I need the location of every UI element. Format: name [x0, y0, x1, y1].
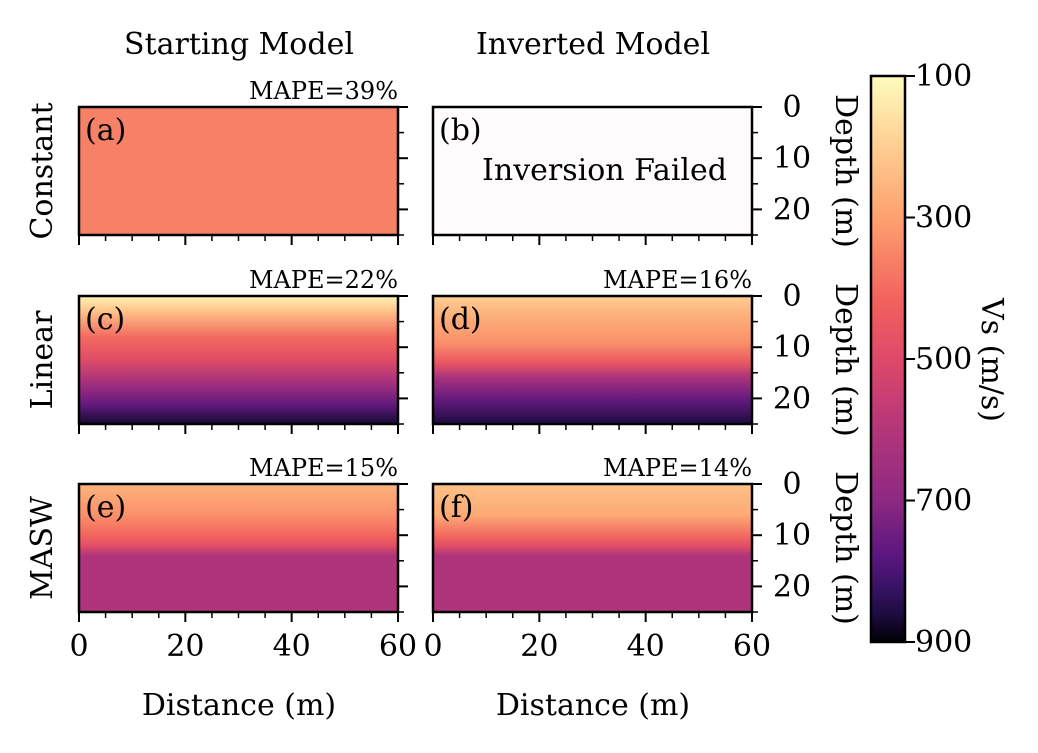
x-axis-title-left: Distance (m): [142, 688, 336, 723]
depth-axis-title-row3: Depth (m): [828, 471, 863, 625]
x-tick-label: 20: [166, 629, 204, 664]
panels-layer: (a) MAPE=39% (b)Inversion Failed 0 10 20 (c) MA…: [69, 77, 811, 664]
colorbar-tick-label: 300: [915, 201, 972, 236]
panel-tag-d: (d): [439, 302, 482, 337]
y-tick-label: 0: [782, 90, 801, 125]
panel-tag-b: (b): [439, 113, 482, 148]
depth-axis-title-row2: Depth (m): [828, 283, 863, 437]
depth-axis-title-row1: Depth (m): [828, 94, 863, 248]
panel-note-b: Inversion Failed: [482, 153, 727, 188]
panel-tag-a: (a): [85, 113, 126, 148]
panel-tag-f: (f): [439, 490, 474, 525]
vs-field-a: [79, 107, 398, 235]
x-tick-label: 0: [69, 629, 88, 664]
row-label-masw: MASW: [25, 496, 60, 600]
vs-field-c: [79, 296, 398, 424]
y-tick-label: 0: [782, 279, 801, 314]
mape-label-c: MAPE=22%: [249, 266, 398, 294]
row-label-constant: Constant: [25, 102, 60, 239]
y-tick-label: 20: [773, 381, 811, 416]
y-tick-label: 0: [782, 467, 801, 502]
mape-label-a: MAPE=39%: [249, 77, 398, 105]
vs-field-d: [433, 296, 752, 424]
x-tick-label: 60: [733, 629, 771, 664]
x-axis-title-right: Distance (m): [496, 688, 690, 723]
mape-label-e: MAPE=15%: [249, 454, 398, 482]
x-tick-label: 40: [627, 629, 665, 664]
x-tick-label: 20: [520, 629, 558, 664]
vs-field-b: [433, 107, 752, 235]
colorbar-tick-label: 900: [915, 625, 972, 660]
colorbar: 100 300 500 700 900: [869, 59, 972, 660]
row-label-linear: Linear: [25, 310, 60, 409]
panel-tag-c: (c): [85, 302, 125, 337]
vs-field-f: [433, 484, 752, 612]
y-tick-label: 10: [773, 141, 811, 176]
mape-label-f: MAPE=14%: [603, 454, 752, 482]
mape-label-d: MAPE=16%: [603, 266, 752, 294]
column-title-starting: Starting Model: [124, 27, 354, 62]
y-tick-label: 20: [773, 192, 811, 227]
column-title-inverted: Inverted Model: [476, 27, 710, 62]
x-tick-label: 60: [379, 629, 417, 664]
y-tick-label: 20: [773, 569, 811, 604]
colorbar-title: Vs (m/s): [974, 297, 1009, 422]
x-tick-label: 0: [423, 629, 442, 664]
y-tick-label: 10: [773, 330, 811, 365]
colorbar-gradient: [871, 76, 905, 642]
colorbar-tick-label: 500: [915, 342, 972, 377]
y-tick-label: 10: [773, 518, 811, 553]
vs-field-e: [79, 484, 398, 612]
colorbar-tick-label: 100: [915, 59, 972, 94]
x-tick-label: 40: [273, 629, 311, 664]
colorbar-tick-label: 700: [915, 484, 972, 519]
panel-tag-e: (e): [85, 490, 126, 525]
